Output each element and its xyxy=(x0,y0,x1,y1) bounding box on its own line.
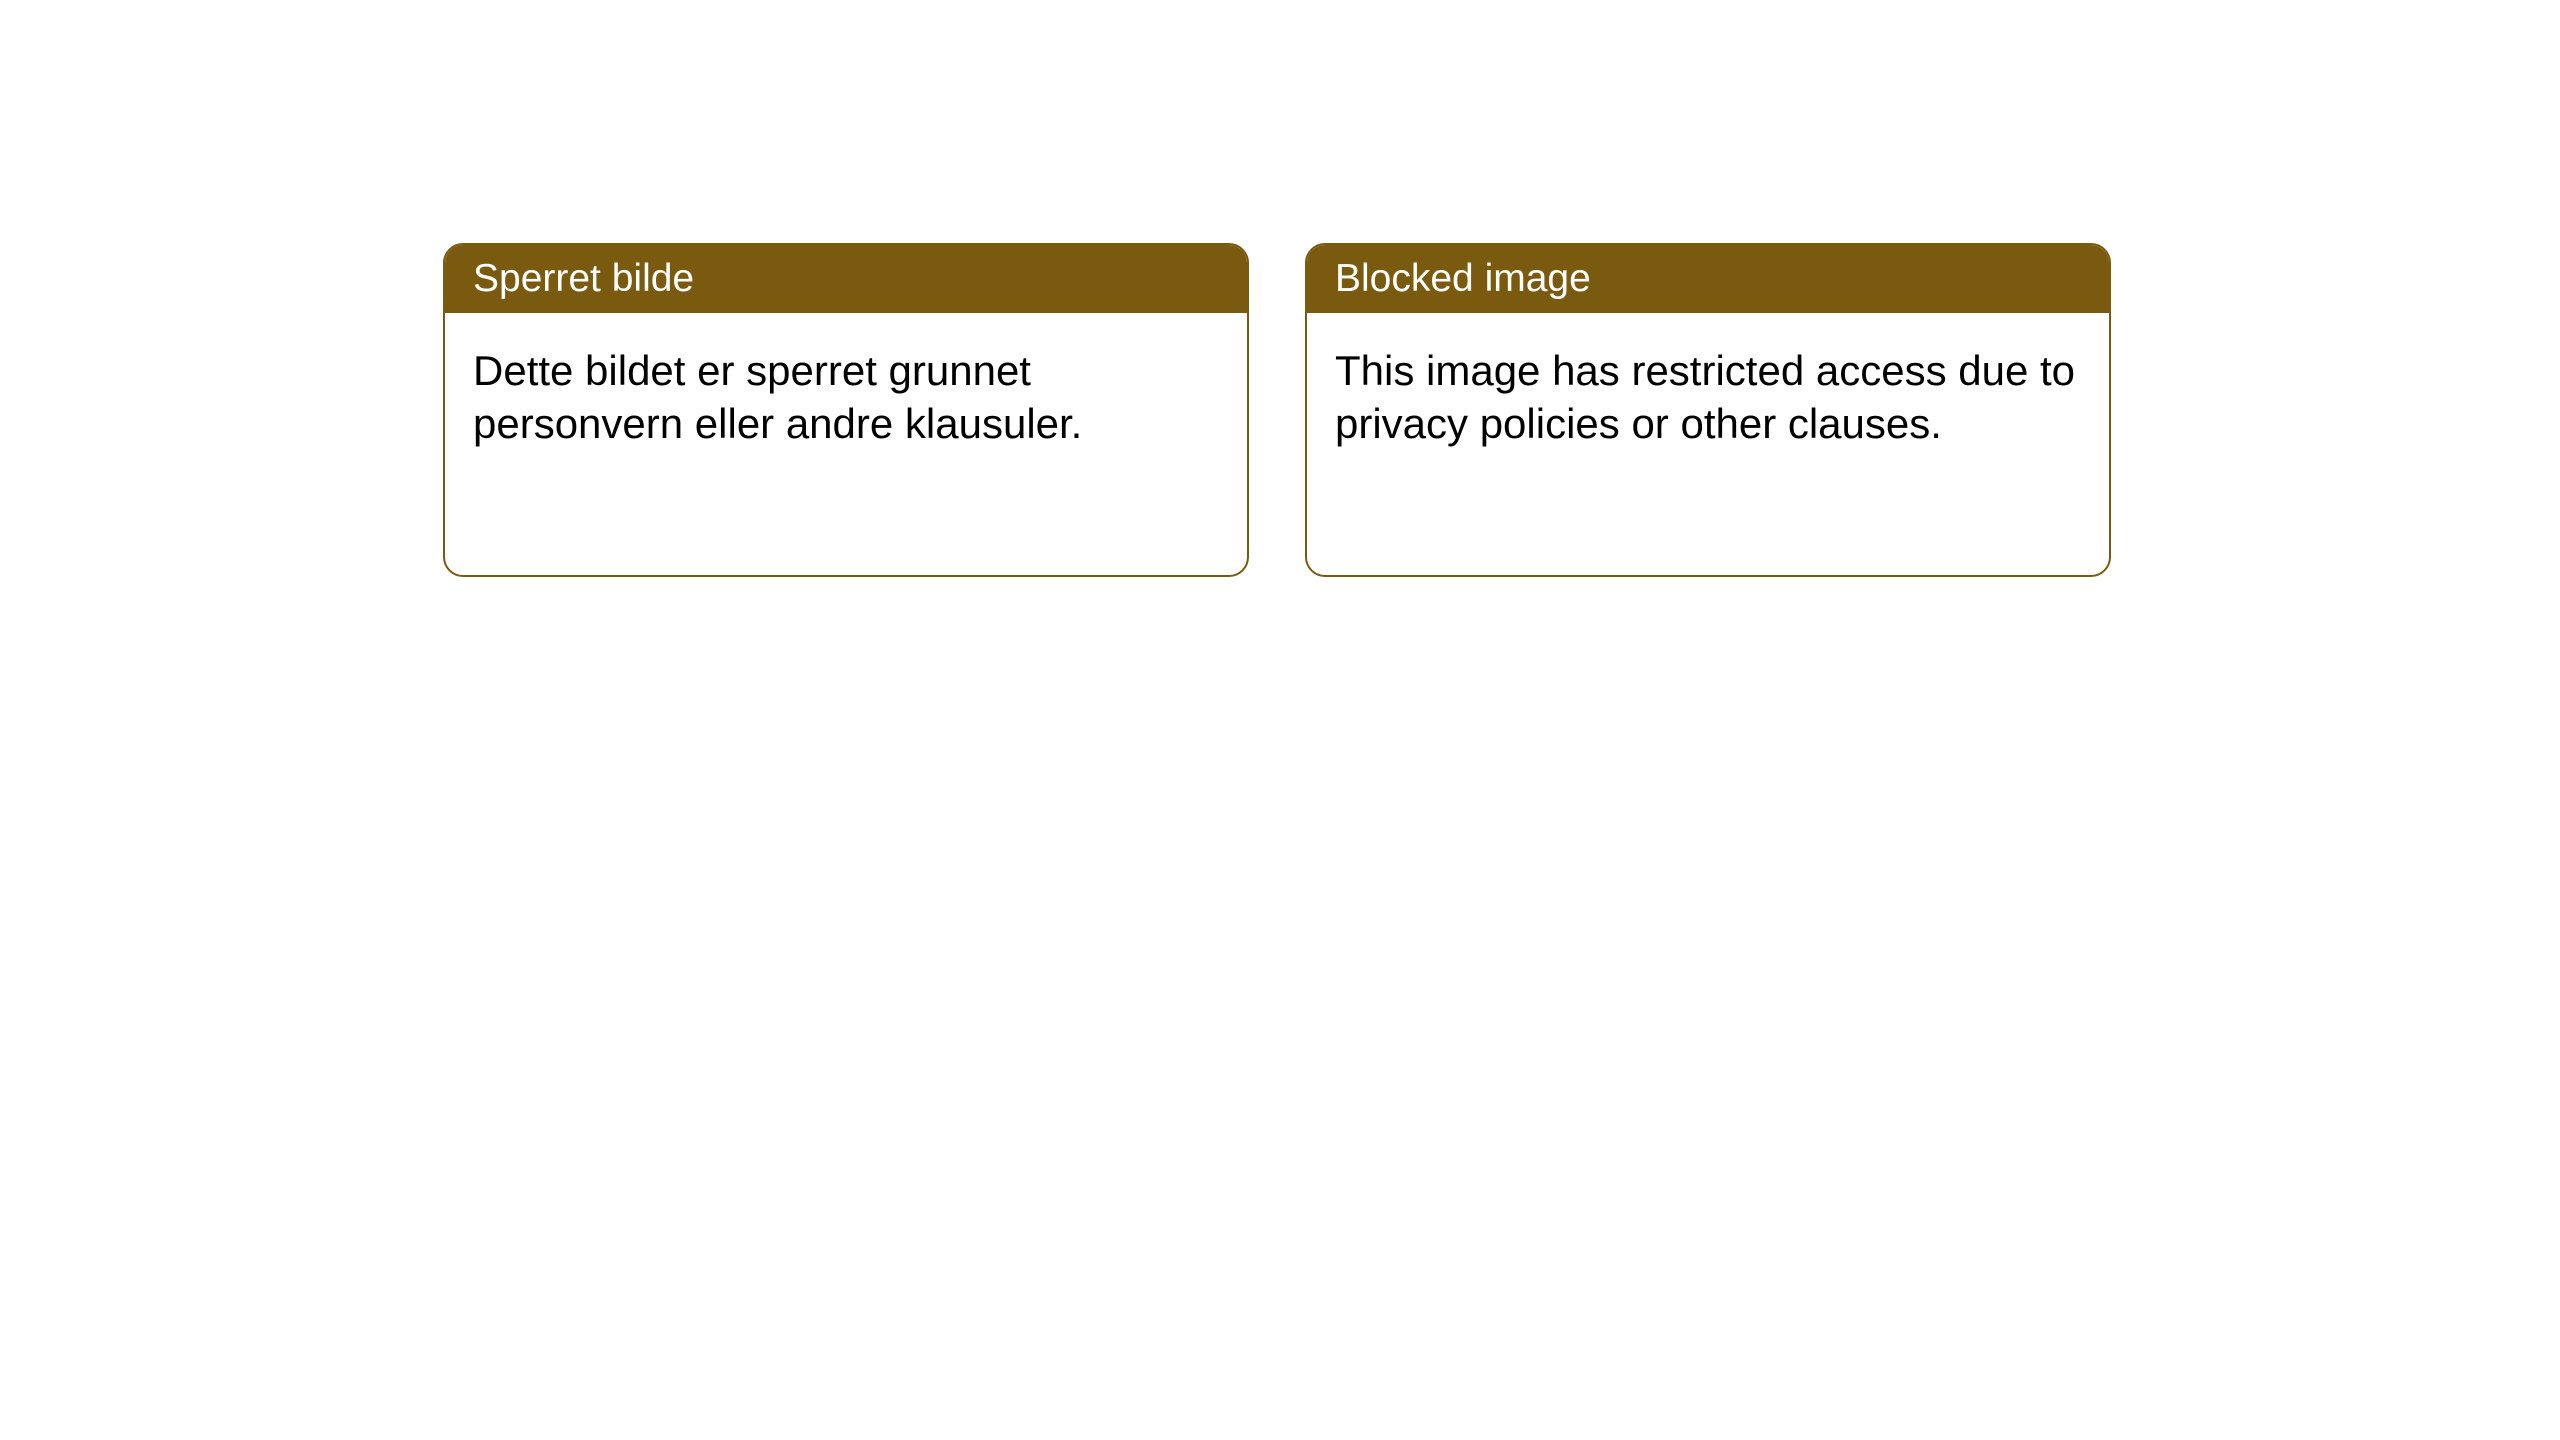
notice-body: This image has restricted access due to … xyxy=(1307,313,2109,482)
notice-body: Dette bildet er sperret grunnet personve… xyxy=(445,313,1247,482)
notice-header-text: Sperret bilde xyxy=(473,257,694,300)
notice-header: Blocked image xyxy=(1307,245,2109,313)
notice-card-english: Blocked image This image has restricted … xyxy=(1305,243,2111,577)
notice-body-text: This image has restricted access due to … xyxy=(1335,347,2075,447)
notice-body-text: Dette bildet er sperret grunnet personve… xyxy=(473,347,1082,447)
notice-header-text: Blocked image xyxy=(1335,257,1591,300)
notice-card-norwegian: Sperret bilde Dette bildet er sperret gr… xyxy=(443,243,1249,577)
notice-header: Sperret bilde xyxy=(445,245,1247,313)
notice-container: Sperret bilde Dette bildet er sperret gr… xyxy=(443,243,2111,577)
